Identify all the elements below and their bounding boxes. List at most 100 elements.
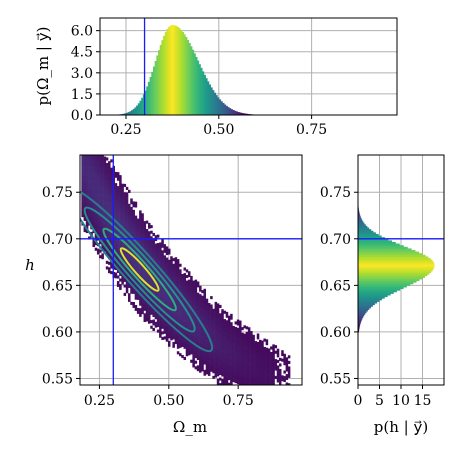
joint-sample-cell: [105, 176, 109, 181]
joint-sample-cell: [194, 327, 198, 331]
joint-sample-cell: [196, 303, 200, 307]
joint-sample-cell: [159, 270, 162, 274]
joint-sample-cell: [234, 335, 238, 339]
joint-sample-cell: [83, 187, 87, 191]
joint-sample-cell: [99, 152, 102, 155]
joint-sample-cell: [121, 208, 124, 212]
joint-sample-cell: [119, 228, 122, 232]
joint-sample-cell: [83, 170, 87, 174]
joint-sample-cell: [132, 271, 135, 275]
joint-sample-cell: [203, 333, 207, 337]
joint-sample-cell: [230, 333, 233, 337]
joint-sample-cell: [185, 305, 189, 309]
joint-sample-cell: [254, 343, 258, 348]
right-histogram-bar: [358, 306, 372, 309]
top-histogram-bar: [190, 46, 193, 115]
joint-sample-cell: [152, 280, 155, 284]
joint-x-ticks: 0.25 0.50 0.75: [84, 385, 254, 409]
joint-sample-cell: [99, 155, 102, 158]
joint-sample-cell: [230, 330, 233, 334]
joint-sample-cell: [161, 264, 164, 268]
joint-sample-cell: [130, 245, 133, 250]
joint-sample-cell: [227, 329, 231, 333]
joint-sample-cell: [252, 362, 255, 366]
joint-sample-cell: [110, 248, 113, 252]
joint-sample-cell: [228, 385, 231, 388]
joint-sample-cell: [145, 296, 149, 300]
joint-sample-cell: [176, 284, 180, 288]
joint-sample-cell: [214, 346, 218, 350]
joint-sample-cell: [225, 359, 229, 363]
joint-sample-cell: [234, 332, 238, 336]
joint-sample-cell: [114, 205, 118, 209]
joint-sample-cell: [192, 305, 195, 309]
joint-sample-cell: [141, 299, 144, 304]
joint-sample-cell: [210, 368, 213, 372]
joint-sample-cell: [141, 241, 144, 245]
joint-sample-cell: [287, 369, 291, 373]
joint-sample-cell: [105, 185, 109, 189]
joint-sample-cell: [205, 298, 209, 302]
joint-sample-cell: [187, 318, 191, 322]
joint-sample-cell: [214, 332, 218, 336]
joint-sample-cell: [119, 272, 122, 276]
joint-sample-cell: [105, 179, 109, 183]
joint-sample-cell: [121, 206, 124, 210]
joint-sample-cell: [165, 251, 169, 256]
joint-sample-cell: [134, 263, 138, 267]
joint-sample-cell: [125, 234, 129, 238]
joint-sample-cell: [227, 357, 231, 361]
joint-sample-cell: [181, 287, 184, 292]
joint-sample-cell: [94, 175, 98, 179]
joint-sample-cell: [99, 174, 102, 178]
joint-sample-cell: [101, 169, 104, 173]
joint-x-axis-label: Ω_m: [173, 418, 207, 436]
joint-sample-cell: [88, 166, 91, 170]
joint-sample-cell: [203, 350, 207, 354]
joint-sample-cell: [96, 167, 100, 171]
joint-sample-cell: [141, 260, 144, 264]
joint-sample-cell: [272, 344, 275, 348]
joint-sample-cell: [139, 308, 142, 312]
joint-sample-cell: [227, 332, 231, 336]
joint-sample-cell: [136, 288, 140, 292]
right-histogram-bar: [358, 209, 360, 213]
joint-sample-cell: [241, 389, 244, 392]
joint-sample-cell: [83, 156, 87, 160]
joint-sample-cell: [88, 175, 91, 179]
joint-sample-cell: [94, 155, 98, 159]
right-histogram-bar: [358, 294, 388, 298]
right-histogram-bar: [358, 243, 400, 246]
joint-sample-cell: [92, 218, 96, 222]
joint-sample-cell: [121, 217, 124, 221]
joint-sample-cell: [245, 373, 249, 377]
joint-sample-cell: [239, 356, 242, 360]
joint-sample-cell: [199, 364, 202, 368]
joint-sample-cell: [114, 272, 118, 276]
joint-sample-cell: [201, 309, 204, 313]
joint-sample-cell: [159, 326, 162, 330]
joint-sample-cell: [139, 218, 142, 222]
joint-sample-cell: [267, 351, 271, 355]
joint-sample-cell: [219, 355, 222, 359]
joint-sample-cell: [181, 279, 184, 283]
joint-sample-cell: [152, 232, 155, 237]
joint-sample-cell: [232, 362, 235, 366]
joint-sample-cell: [110, 257, 113, 261]
joint-sample-cell: [123, 211, 127, 215]
joint-sample-cell: [261, 399, 264, 402]
joint-sample-cell: [174, 257, 178, 261]
right-histogram-bar: [358, 246, 408, 249]
joint-sample-cell: [281, 387, 284, 390]
joint-sample-cell: [156, 296, 160, 300]
joint-sample-cell: [101, 177, 104, 181]
joint-sample-cell: [152, 308, 155, 312]
joint-sample-cell: [114, 244, 118, 248]
joint-sample-cell: [203, 288, 207, 292]
joint-sample-cell: [132, 215, 135, 219]
joint-sample-cell: [159, 248, 162, 252]
joint-sample-cell: [114, 227, 118, 231]
joint-sample-cell: [128, 217, 131, 221]
joint-sample-cell: [194, 338, 198, 342]
joint-sample-cell: [225, 367, 229, 371]
